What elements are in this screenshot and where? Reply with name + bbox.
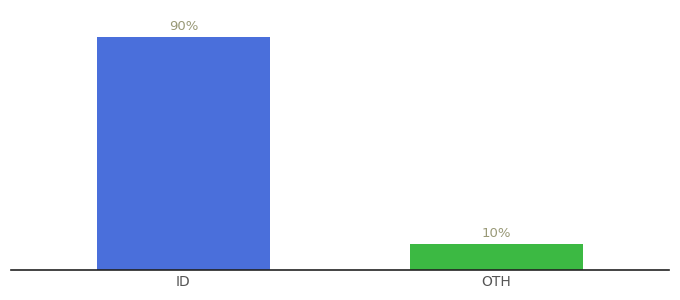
Text: 10%: 10% — [482, 227, 511, 240]
Bar — [97, 37, 269, 270]
Text: 90%: 90% — [169, 20, 198, 33]
Bar — [411, 244, 583, 270]
